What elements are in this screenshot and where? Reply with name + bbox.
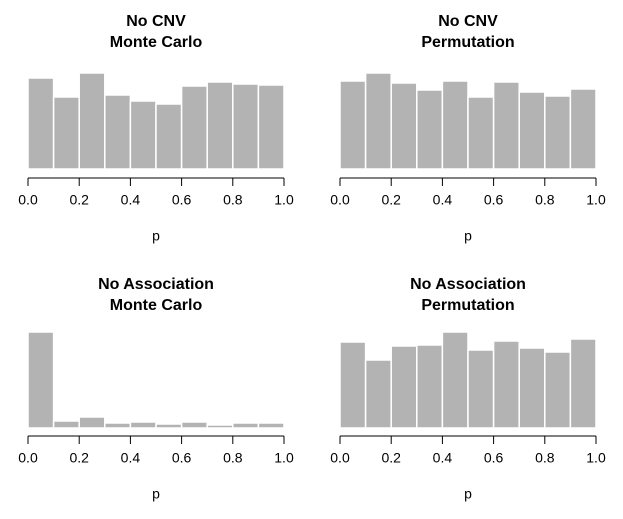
bar: [232, 83, 260, 170]
bar: [364, 72, 392, 170]
x-axis-label: p: [464, 228, 472, 244]
bar: [27, 331, 55, 429]
bar: [441, 331, 469, 429]
x-tick-label: 1.0: [274, 450, 294, 466]
x-tick-label: 0.6: [172, 192, 192, 208]
bar: [129, 421, 157, 429]
x-tick-label: 0.0: [330, 192, 350, 208]
bar: [467, 96, 495, 170]
x-tick-label: 0.6: [484, 450, 504, 466]
x-tick-label: 0.4: [433, 192, 453, 208]
bar: [364, 359, 392, 429]
x-tick-label: 0.8: [223, 450, 243, 466]
bar: [180, 85, 208, 170]
x-tick-label: 0.4: [121, 192, 141, 208]
bar: [339, 341, 367, 429]
bar: [492, 340, 520, 429]
bar: [104, 422, 132, 429]
bar: [104, 94, 132, 170]
x-tick-label: 0.0: [330, 450, 350, 466]
bar: [129, 100, 157, 170]
x-tick-label: 0.2: [69, 192, 89, 208]
bar: [78, 416, 106, 429]
x-tick-label: 1.0: [586, 192, 606, 208]
bar: [339, 80, 367, 170]
bar: [52, 96, 80, 170]
bar: [232, 422, 260, 429]
x-tick-label: 0.0: [18, 450, 38, 466]
x-axis-label: p: [464, 486, 472, 502]
bar: [492, 81, 520, 170]
x-tick-label: 0.8: [535, 192, 555, 208]
bar: [257, 84, 285, 170]
x-tick-label: 0.0: [18, 192, 38, 208]
bar: [467, 349, 495, 429]
chart-title: No Association: [410, 276, 526, 293]
bar: [569, 88, 597, 170]
x-axis-label: p: [152, 486, 160, 502]
x-tick-label: 0.8: [223, 192, 243, 208]
bar: [52, 420, 80, 429]
bar: [518, 347, 546, 429]
bar: [390, 345, 418, 429]
bar: [206, 81, 234, 170]
bar: [416, 89, 444, 170]
chart-title: Monte Carlo: [110, 34, 203, 51]
bar: [416, 344, 444, 429]
x-axis-label: p: [152, 228, 160, 244]
chart-title: Permutation: [421, 34, 514, 51]
x-tick-label: 0.2: [381, 450, 401, 466]
x-tick-label: 0.8: [535, 450, 555, 466]
x-tick-label: 1.0: [274, 192, 294, 208]
bar: [544, 95, 572, 170]
chart-title: No CNV: [126, 13, 186, 30]
x-tick-label: 0.6: [484, 192, 504, 208]
bar: [27, 77, 55, 170]
x-tick-label: 0.4: [433, 450, 453, 466]
bar: [518, 91, 546, 170]
chart-title: Monte Carlo: [110, 297, 203, 314]
x-tick-label: 1.0: [586, 450, 606, 466]
bar: [257, 422, 285, 429]
bar: [206, 424, 234, 429]
x-tick-label: 0.6: [172, 450, 192, 466]
bar: [544, 351, 572, 429]
bar: [441, 80, 469, 170]
bar: [155, 103, 183, 170]
x-tick-label: 0.4: [121, 450, 141, 466]
bar: [390, 82, 418, 170]
chart-title: Permutation: [421, 297, 514, 314]
x-tick-label: 0.2: [69, 450, 89, 466]
bar: [78, 72, 106, 170]
chart-title: No Association: [98, 276, 214, 293]
bar: [155, 423, 183, 429]
chart-title: No CNV: [438, 13, 498, 30]
bar: [180, 421, 208, 429]
x-tick-label: 0.2: [381, 192, 401, 208]
bar: [569, 338, 597, 429]
